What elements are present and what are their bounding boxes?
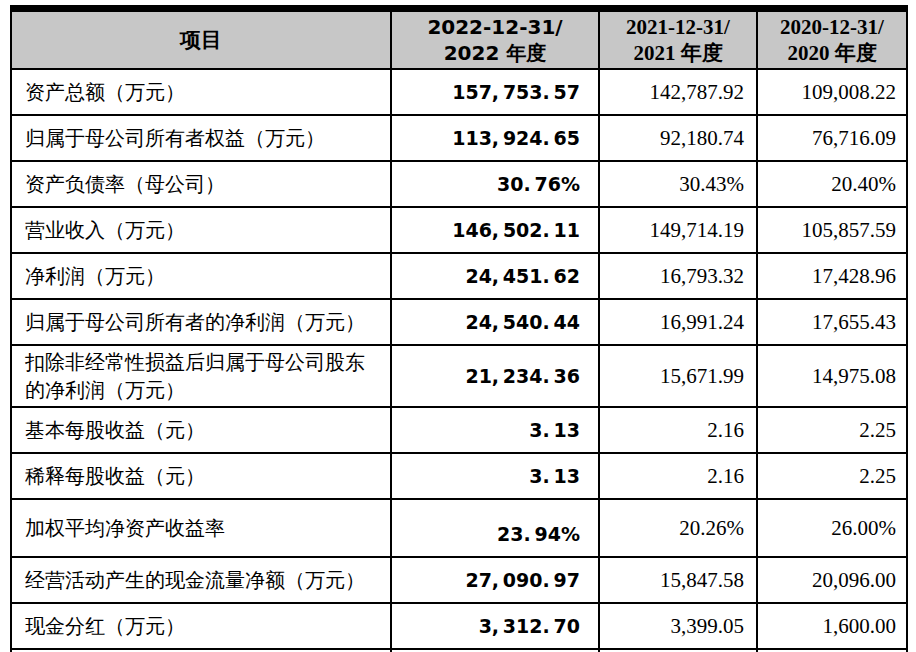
value-2021: 30.43% <box>599 161 757 207</box>
table-row: 现金分红（万元）3, 312. 703,399.051,600.00 <box>11 603 907 649</box>
table-row: 扣除非经常性损益后归属于母公司股东的净利润（万元）21, 234. 3615,6… <box>11 345 907 407</box>
value-2021: 3,399.05 <box>599 603 757 649</box>
value-2022: 24, 451. 62 <box>391 253 599 299</box>
header-line1: 2022-12-31/ <box>392 14 598 40</box>
value-2021: 15,671.99 <box>599 345 757 407</box>
financial-summary-table: 项目2022-12-31/2022 年度2021-12-31/2021 年度20… <box>10 5 908 652</box>
value-2021: 2.16 <box>599 453 757 499</box>
value-2021: 16,793.32 <box>599 253 757 299</box>
row-label: 营业收入（万元） <box>11 207 391 253</box>
header-row: 项目2022-12-31/2022 年度2021-12-31/2021 年度20… <box>11 9 907 70</box>
table-row: 归属于母公司所有者的净利润（万元）24, 540. 4416,991.2417,… <box>11 299 907 345</box>
value-2022: 146, 502. 11 <box>391 207 599 253</box>
header-item-column: 项目 <box>11 9 391 70</box>
value-2020: 14,975.08 <box>757 345 907 407</box>
table-row: 稀释每股收益（元）3. 132.162.25 <box>11 453 907 499</box>
value-2022: 157, 753. 57 <box>391 69 599 115</box>
value-2022: 24, 540. 44 <box>391 299 599 345</box>
table-row: 资产总额（万元）157, 753. 57142,787.92109,008.22 <box>11 69 907 115</box>
row-label: 资产总额（万元） <box>11 69 391 115</box>
value-2020: 17,428.96 <box>757 253 907 299</box>
header-line1: 2020-12-31/ <box>758 14 906 40</box>
value-2020: 2.25 <box>757 453 907 499</box>
value-2020: 109,008.22 <box>757 69 907 115</box>
header-2022-column: 2022-12-31/2022 年度 <box>391 9 599 70</box>
value-2020: 76,716.09 <box>757 115 907 161</box>
table-body: 资产总额（万元）157, 753. 57142,787.92109,008.22… <box>11 69 907 652</box>
table-row: 经营活动产生的现金流量净额（万元）27, 090. 9715,847.5820,… <box>11 557 907 603</box>
table-header: 项目2022-12-31/2022 年度2021-12-31/2021 年度20… <box>11 9 907 70</box>
value-2022: 3, 312. 70 <box>391 603 599 649</box>
row-label: 净利润（万元） <box>11 253 391 299</box>
row-label: 扣除非经常性损益后归属于母公司股东的净利润（万元） <box>11 345 391 407</box>
value-2020: 2.25 <box>757 407 907 453</box>
header-line1: 项目 <box>12 27 390 53</box>
value-2022: 30. 76% <box>391 161 599 207</box>
value-2022: 3. 13 <box>391 407 599 453</box>
value-2021: 149,714.19 <box>599 207 757 253</box>
table-row: 归属于母公司所有者权益（万元）113, 924. 6592,180.7476,7… <box>11 115 907 161</box>
value-2021: 20.26% <box>599 499 757 557</box>
value-2021: 142,787.92 <box>599 69 757 115</box>
row-label: 现金分红（万元） <box>11 603 391 649</box>
table-row: 营业收入（万元）146, 502. 11149,714.19105,857.59 <box>11 207 907 253</box>
row-label: 资产负债率（母公司） <box>11 161 391 207</box>
row-label: 归属于母公司所有者的净利润（万元） <box>11 299 391 345</box>
header-line2: 2022 年度 <box>392 40 598 66</box>
header-line1: 2021-12-31/ <box>600 14 756 40</box>
header-2021-column: 2021-12-31/2021 年度 <box>599 9 757 70</box>
value-2021: 92,180.74 <box>599 115 757 161</box>
financial-summary-page: 项目2022-12-31/2022 年度2021-12-31/2021 年度20… <box>0 0 916 652</box>
value-2020: 1,600.00 <box>757 603 907 649</box>
value-2021: 15,847.58 <box>599 557 757 603</box>
table-row: 基本每股收益（元）3. 132.162.25 <box>11 407 907 453</box>
value-2021: 2.16 <box>599 407 757 453</box>
table-row: 加权平均净资产收益率23. 94%20.26%26.00% <box>11 499 907 557</box>
row-label: 加权平均净资产收益率 <box>11 499 391 557</box>
row-label: 归属于母公司所有者权益（万元） <box>11 115 391 161</box>
header-line2: 2020 年度 <box>758 40 906 66</box>
row-label: 经营活动产生的现金流量净额（万元） <box>11 557 391 603</box>
value-2021: 16,991.24 <box>599 299 757 345</box>
value-2022: 3. 13 <box>391 453 599 499</box>
value-2020: 26.00% <box>757 499 907 557</box>
value-2022: 113, 924. 65 <box>391 115 599 161</box>
value-2020: 17,655.43 <box>757 299 907 345</box>
value-2020: 20.40% <box>757 161 907 207</box>
value-2022: 27, 090. 97 <box>391 557 599 603</box>
header-2020-column: 2020-12-31/2020 年度 <box>757 9 907 70</box>
value-2022: 23. 94% <box>391 499 599 557</box>
value-2020: 105,857.59 <box>757 207 907 253</box>
row-label: 基本每股收益（元） <box>11 407 391 453</box>
value-2022: 21, 234. 36 <box>391 345 599 407</box>
row-label: 稀释每股收益（元） <box>11 453 391 499</box>
value-2020: 20,096.00 <box>757 557 907 603</box>
table-row: 净利润（万元）24, 451. 6216,793.3217,428.96 <box>11 253 907 299</box>
header-line2: 2021 年度 <box>600 40 756 66</box>
table-row: 资产负债率（母公司）30. 76%30.43%20.40% <box>11 161 907 207</box>
